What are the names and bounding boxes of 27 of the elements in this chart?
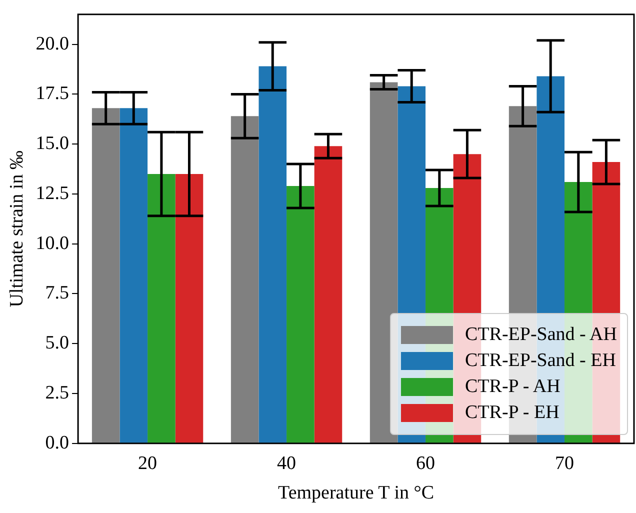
x-tick-label: 40	[277, 452, 296, 474]
y-tick-label: 2.5	[45, 382, 70, 404]
x-tick-label: 70	[555, 452, 574, 474]
y-tick-label: 10.0	[36, 232, 70, 254]
x-axis-title: Temperature T in °C	[278, 482, 434, 504]
x-tick-label: 20	[138, 452, 158, 474]
bar	[230, 116, 259, 443]
legend-label: CTR-EP-Sand - EH	[464, 350, 617, 372]
y-tick-label: 15.0	[36, 133, 70, 154]
bar	[148, 174, 176, 443]
x-tick-label: 60	[416, 452, 436, 474]
legend-label: CTR-P - AH	[464, 376, 562, 398]
y-axis-title: Ultimate strain in ‰	[6, 150, 28, 308]
bar	[314, 146, 342, 443]
bar	[92, 108, 120, 443]
bar	[286, 186, 314, 443]
y-tick-label: 5.0	[45, 332, 70, 354]
y-tick-label: 20.0	[36, 33, 70, 54]
bar	[120, 108, 148, 443]
bar	[175, 174, 204, 443]
legend-label: CTR-P - EH	[464, 402, 560, 424]
y-tick-label: 17.5	[36, 83, 70, 104]
y-tick-label: 0.0	[45, 432, 70, 454]
y-tick-label: 7.5	[45, 282, 70, 304]
y-tick-label: 12.5	[36, 182, 70, 204]
legend-label: CTR-EP-Sand - AH	[464, 324, 617, 346]
bar	[258, 66, 287, 443]
